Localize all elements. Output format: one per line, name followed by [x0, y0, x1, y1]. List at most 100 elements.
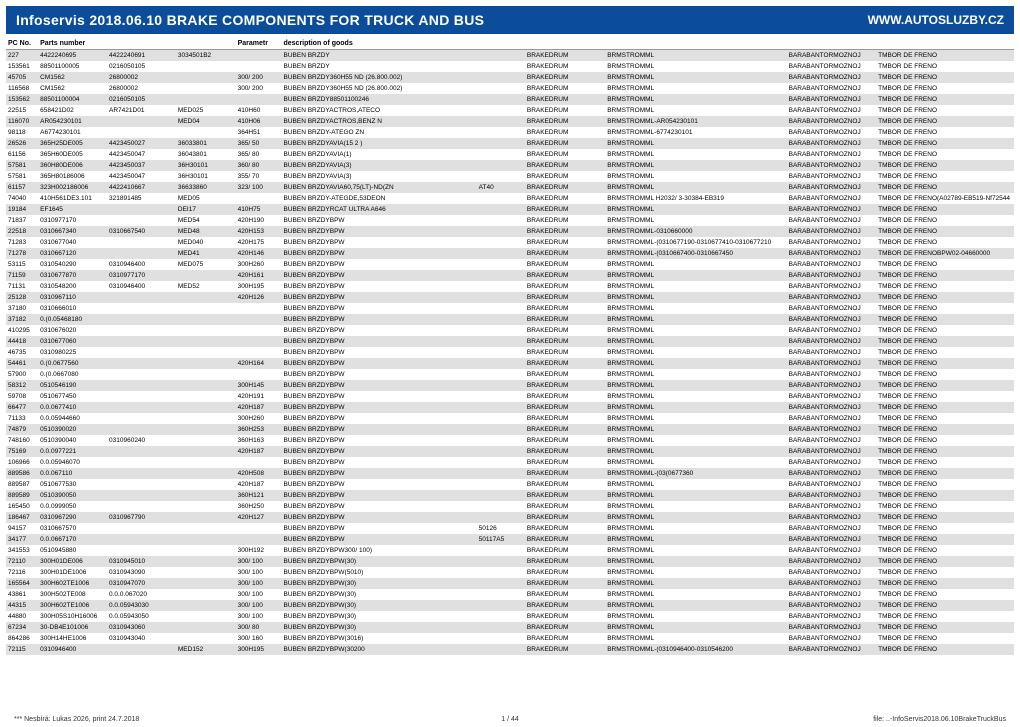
table-cell: BRAKEDRUM [525, 501, 605, 512]
table-cell [176, 468, 236, 479]
table-cell: 0310676020 [38, 325, 107, 336]
table-cell: AT40 [477, 182, 525, 193]
page-header: Infoservis 2018.06.10 BRAKE COMPONENTS F… [6, 6, 1014, 34]
table-cell: BARABANTORMOZNOJ [787, 644, 877, 655]
table-cell: TMBOR DE FRENO [876, 479, 1014, 490]
table-cell: 45705 [6, 72, 38, 83]
table-cell: BUBEN BRZDYBPW(30) [282, 589, 477, 600]
table-cell: BRMSTROMML [605, 94, 786, 105]
table-cell: BUBEN BRZDYAVIA(3) [282, 171, 477, 182]
table-row: 1654500.0.0999050360H250BUBEN BRZDYBPWBR… [6, 501, 1014, 512]
table-cell: BRAKEDRUM [525, 545, 605, 556]
table-row: 444180310677060BUBEN BRZDYBPWBRAKEDRUMBR… [6, 336, 1014, 347]
table-cell: BUBEN BRZDYBPW [282, 490, 477, 501]
table-cell: 0.0.0977221 [38, 446, 107, 457]
table-cell: 0510677530 [38, 479, 107, 490]
table-cell: BARABANTORMOZNOJ [787, 237, 877, 248]
table-row: 43861300H502TE0080.0.0.067020300/ 100BUB… [6, 589, 1014, 600]
table-cell: 71283 [6, 237, 38, 248]
table-cell: BARABANTORMOZNOJ [787, 358, 877, 369]
table-cell: BRAKEDRUM [525, 644, 605, 655]
table-cell [477, 567, 525, 578]
table-cell: BRMSTROMML [605, 490, 786, 501]
table-cell: TMBOR DE FRENO [876, 314, 1014, 325]
table-cell: BRAKEDRUM [525, 259, 605, 270]
table-cell: BARABANTORMOZNOJ [787, 204, 877, 215]
table-cell: 71133 [6, 413, 38, 424]
table-cell: 44418 [6, 336, 38, 347]
table-cell: BUBEN BRZDYBPW [282, 380, 477, 391]
table-cell: BRAKEDRUM [525, 556, 605, 567]
table-cell: BUBEN BRZDYBPW [282, 336, 477, 347]
col-header [605, 38, 786, 50]
table-cell [477, 589, 525, 600]
table-cell: TMBOR DE FRENO [876, 105, 1014, 116]
table-cell: BUBEN BRZDYBPW [282, 402, 477, 413]
col-header [107, 38, 176, 50]
table-cell: 0310960240 [107, 435, 176, 446]
table-cell: 420H161 [236, 270, 282, 281]
table-cell: AR7421D01 [107, 105, 176, 116]
table-cell: EF1645 [38, 204, 107, 215]
table-cell: MED48 [176, 226, 236, 237]
table-row: 579000.(0.0667080BUBEN BRZDYBPWBRAKEDRUM… [6, 369, 1014, 380]
table-cell [477, 237, 525, 248]
table-cell [477, 204, 525, 215]
table-cell: BARABANTORMOZNOJ [787, 545, 877, 556]
table-cell: BRMSTROMML [605, 325, 786, 336]
table-cell [236, 347, 282, 358]
table-cell [477, 490, 525, 501]
table-cell: BUBEN BRZDYBPW [282, 512, 477, 523]
table-cell: BARABANTORMOZNOJ [787, 380, 877, 391]
table-cell: TMBOR DE FRENO [876, 633, 1014, 644]
table-cell: BARABANTORMOZNOJ [787, 193, 877, 204]
table-cell: 153561 [6, 61, 38, 72]
table-cell: 57581 [6, 171, 38, 182]
table-cell: BRMSTROMML [605, 160, 786, 171]
table-cell [477, 545, 525, 556]
table-cell: BRMSTROMML [605, 556, 786, 567]
table-cell: BRMSTROMML [605, 545, 786, 556]
table-cell: BUBEN BRZDY-ATEGDE,53DEON [282, 193, 477, 204]
table-row: 941570310667570BUBEN BRZDYBPW50126BRAKED… [6, 523, 1014, 534]
table-cell: BUBEN BRZDYAVIA(1) [282, 149, 477, 160]
table-cell: TMBOR DE FRENO [876, 61, 1014, 72]
table-cell: 300H502TE008 [38, 589, 107, 600]
table-cell: 0310946400 [107, 281, 176, 292]
table-cell: BRAKEDRUM [525, 270, 605, 281]
table-row: 18646703109672900310967790420H127BUBEN B… [6, 512, 1014, 523]
table-cell: BRMSTROMML [605, 347, 786, 358]
table-cell: 360H121 [236, 490, 282, 501]
table-cell [477, 369, 525, 380]
table-cell [236, 193, 282, 204]
table-cell: BUBEN BRZDYBPW [282, 347, 477, 358]
table-cell: BUBEN BRZDYBPW [282, 270, 477, 281]
table-cell [477, 138, 525, 149]
table-cell: 300H602TE1006 [38, 578, 107, 589]
table-cell [107, 369, 176, 380]
table-cell: 420H190 [236, 215, 282, 226]
table-cell: BARABANTORMOZNOJ [787, 391, 877, 402]
table-cell: 36H30101 [176, 171, 236, 182]
table-cell: 37182 [6, 314, 38, 325]
table-cell: BARABANTORMOZNOJ [787, 600, 877, 611]
table-cell: BUBEN BRZDYBPW [282, 303, 477, 314]
table-cell: BUBEN BRZDYBPW [282, 424, 477, 435]
table-cell: 0510945880 [38, 545, 107, 556]
table-cell: TMBOR DE FRENO [876, 182, 1014, 193]
table-cell: BRMSTROMML [605, 402, 786, 413]
table-cell: BUBEN BRZDYBPW [282, 325, 477, 336]
table-cell [176, 83, 236, 94]
table-cell: BUBEN BRZDYBPW(30) [282, 611, 477, 622]
table-cell: BRMSTROMML-0310660000 [605, 226, 786, 237]
table-cell: BARABANTORMOZNOJ [787, 325, 877, 336]
table-row: 8895890510390050360H121BUBEN BRZDYBPWBRA… [6, 490, 1014, 501]
table-cell: 0310945010 [107, 556, 176, 567]
table-row: 153561885011000050216050105BUBEN BRZDYBR… [6, 61, 1014, 72]
table-cell: 300H145 [236, 380, 282, 391]
table-cell: 4422410667 [107, 182, 176, 193]
table-body: 227442224069544222406913034501B2BUBEN BR… [6, 50, 1014, 656]
table-cell: 420H164 [236, 358, 282, 369]
table-cell: 88501100005 [38, 61, 107, 72]
table-cell: BRMSTROMML [605, 446, 786, 457]
